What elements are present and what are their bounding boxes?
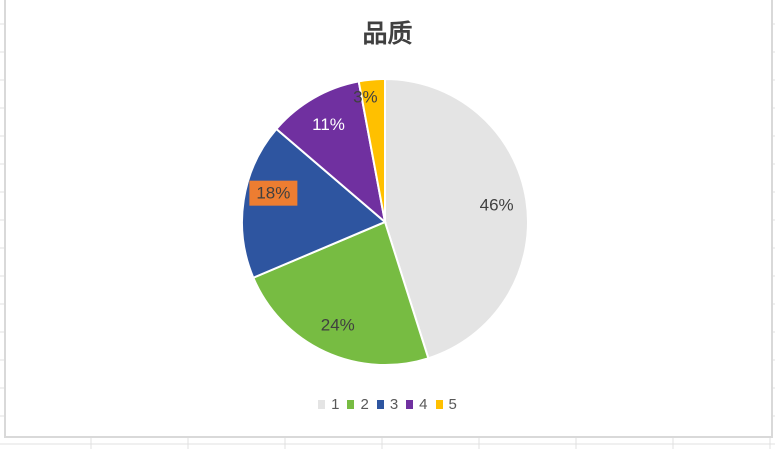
legend-item: 1 [318, 396, 339, 413]
legend-item: 4 [406, 396, 428, 413]
pie-slice-3[interactable] [241, 127, 387, 280]
data-label: 46% [480, 196, 514, 215]
legend-swatch [435, 400, 443, 409]
legend-label: 4 [419, 396, 428, 413]
legend-label: 2 [360, 396, 369, 413]
legend-label: 3 [389, 396, 399, 413]
legend-item: 5 [435, 396, 457, 413]
chart-title: 品质 [362, 19, 413, 48]
legend-swatch [347, 400, 355, 409]
pie-slice-2[interactable] [251, 220, 430, 366]
data-label-background [249, 180, 298, 206]
legend-label: 5 [448, 396, 457, 413]
pie-slice-1[interactable] [384, 77, 529, 360]
data-label: 18% [256, 184, 290, 203]
legend-swatch [376, 400, 384, 409]
legend-item: 2 [347, 396, 369, 413]
data-label: 24% [321, 316, 355, 335]
legend: 1 2 3 4 5 [0, 396, 775, 413]
legend-swatch [318, 400, 326, 409]
data-label: 11% [312, 115, 345, 134]
legend-label: 1 [331, 396, 340, 413]
pie-slice-4[interactable] [274, 80, 387, 225]
legend-item: 3 [376, 396, 399, 413]
pie-slice-5[interactable] [357, 77, 386, 223]
data-label: 3% [353, 88, 378, 107]
legend-swatch [406, 400, 414, 409]
